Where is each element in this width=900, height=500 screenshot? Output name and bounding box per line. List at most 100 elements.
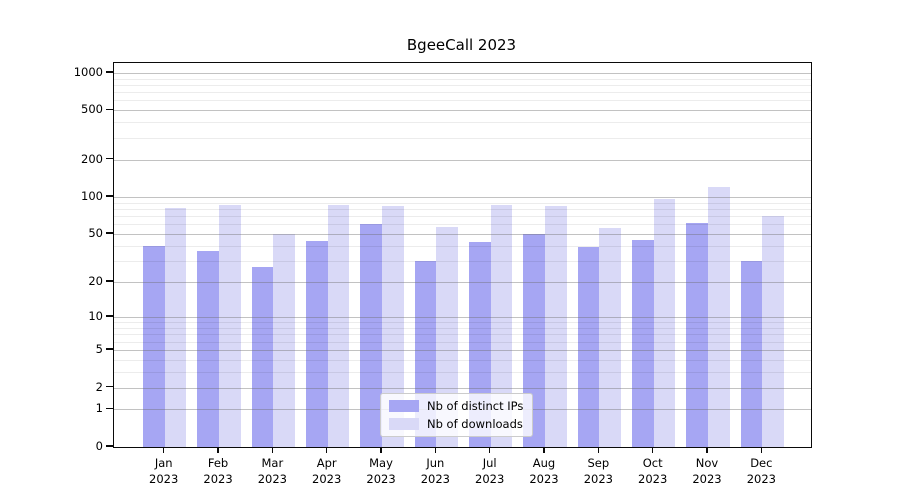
bar-downloads (327, 204, 350, 447)
x-tick-year: 2023 (583, 472, 613, 486)
y-tick-label: 50 (88, 226, 103, 241)
gridline-minor (114, 84, 811, 86)
gridline-minor (114, 92, 811, 94)
x-tick-mark (380, 447, 382, 454)
gridline-minor (114, 137, 811, 139)
chart-title: BgeeCall 2023 (406, 36, 517, 54)
bar-distinct-ips (577, 247, 600, 447)
y-tick-mark (106, 195, 113, 197)
y-tick-mark (106, 71, 113, 73)
y-tick-label: 200 (81, 151, 103, 166)
bar-distinct-ips (686, 223, 708, 447)
x-tick-mark (597, 447, 599, 454)
bar-distinct-ips (197, 251, 220, 447)
legend-label-downloads: Nb of downloads (427, 417, 523, 431)
y-tick-label: 100 (81, 189, 103, 204)
y-tick-label: 0 (95, 439, 103, 453)
x-tick-year: 2023 (257, 472, 287, 486)
x-tick-label: Dec 2023 (729, 455, 793, 487)
x-tick-label: Oct 2023 (621, 455, 685, 487)
plot-area: Nb of distinct IPs Nb of downloads (113, 62, 812, 448)
y-tick-mark (106, 348, 113, 350)
y-tick-mark (106, 315, 113, 317)
legend-swatch-downloads (389, 418, 419, 430)
y-tick-label: 2 (95, 379, 103, 394)
x-tick-mark (760, 447, 762, 454)
y-tick-label: 500 (81, 102, 103, 117)
x-tick-year: 2023 (149, 472, 179, 486)
x-tick-year: 2023 (529, 472, 559, 486)
y-tick-label: 20 (88, 274, 103, 289)
bar-downloads (490, 205, 513, 447)
bar-downloads (382, 205, 404, 447)
x-tick-mark (543, 447, 545, 454)
y-tick-label: 5 (95, 341, 103, 356)
bar-distinct-ips (306, 240, 328, 447)
y-tick-mark (106, 385, 113, 388)
gridline-major (114, 159, 811, 161)
y-tick-mark (106, 407, 113, 410)
gridline-minor (114, 202, 811, 204)
y-tick-label: 1 (95, 401, 103, 416)
x-tick-label: Jan 2023 (132, 455, 196, 487)
x-tick-year: 2023 (638, 472, 668, 486)
gridline-major (114, 72, 811, 74)
bar-downloads (762, 216, 784, 447)
x-tick-mark (434, 447, 436, 454)
bar-downloads (219, 205, 241, 447)
x-tick-year: 2023 (746, 472, 776, 486)
x-tick-mark (217, 447, 219, 454)
legend-item-downloads: Nb of downloads (389, 417, 523, 431)
bar-downloads (164, 207, 187, 447)
gridline-minor (114, 100, 811, 102)
x-tick-label: Nov 2023 (675, 455, 739, 487)
x-tick-label: May 2023 (349, 455, 413, 487)
x-tick-label: Aug 2023 (512, 455, 576, 487)
x-tick-mark (271, 447, 273, 454)
gridline-minor (114, 78, 811, 80)
x-tick-year: 2023 (692, 472, 722, 486)
x-tick-year: 2023 (203, 472, 233, 486)
legend-item-distinct-ips: Nb of distinct IPs (389, 399, 523, 413)
legend-swatch-distinct-ips (389, 400, 419, 412)
x-tick-year: 2023 (475, 472, 505, 486)
bar-downloads (653, 198, 676, 447)
bar-downloads (708, 187, 730, 447)
y-tick-label: 1000 (73, 64, 103, 79)
bar-distinct-ips (360, 224, 382, 447)
x-tick-label: Mar 2023 (240, 455, 304, 487)
x-tick-mark (163, 447, 165, 454)
y-tick-label: 10 (88, 309, 103, 324)
bar-distinct-ips (632, 239, 654, 447)
bar-distinct-ips (740, 261, 763, 447)
x-tick-mark (706, 447, 708, 454)
bar-downloads (599, 228, 621, 447)
gridline-major (114, 110, 811, 112)
legend: Nb of distinct IPs Nb of downloads (380, 393, 534, 437)
x-tick-mark (489, 447, 491, 454)
y-tick-mark (106, 232, 113, 234)
x-tick-mark (652, 447, 654, 454)
bar-distinct-ips (143, 245, 165, 447)
x-tick-label: Jul 2023 (458, 455, 522, 487)
gridline-major (114, 197, 811, 199)
x-tick-mark (326, 447, 328, 454)
x-tick-label: Apr 2023 (295, 455, 359, 487)
x-tick-label: Jun 2023 (403, 455, 467, 487)
bar-downloads (273, 234, 295, 447)
bar-downloads (436, 227, 458, 447)
legend-label-distinct-ips: Nb of distinct IPs (427, 399, 524, 413)
bar-distinct-ips (251, 266, 274, 447)
x-tick-label: Feb 2023 (186, 455, 250, 487)
x-tick-year: 2023 (312, 472, 342, 486)
bar-downloads (545, 206, 567, 447)
gridline-minor (114, 122, 811, 124)
y-tick-mark (106, 108, 113, 110)
y-tick-mark (106, 158, 113, 160)
x-tick-year: 2023 (420, 472, 450, 486)
y-tick-mark (106, 280, 113, 282)
x-tick-year: 2023 (366, 472, 396, 486)
x-tick-label: Sep 2023 (566, 455, 630, 487)
y-tick-mark (106, 445, 113, 447)
